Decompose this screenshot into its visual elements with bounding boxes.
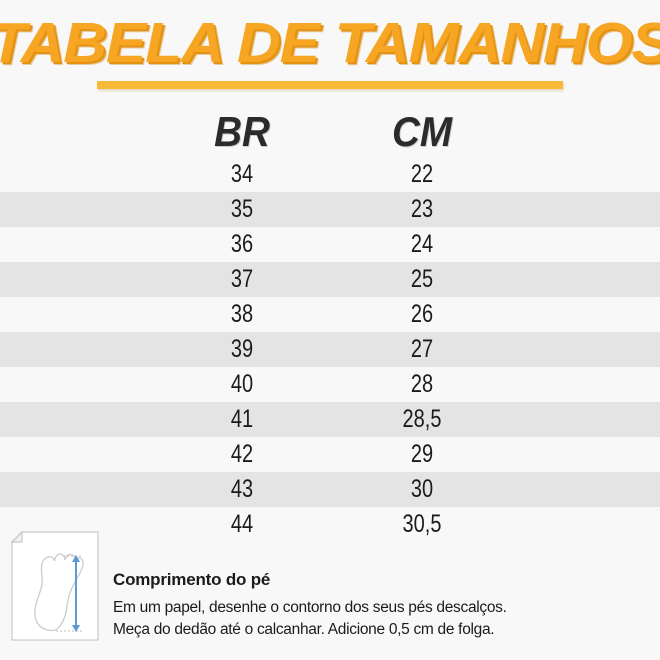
page-title: TABELA DE TAMANHOS (0, 11, 660, 75)
cell-br: 44 (230, 510, 254, 538)
title-underline-bar (97, 81, 563, 89)
cell-cm: 23 (410, 195, 434, 223)
table-row: 43 30 (0, 472, 660, 507)
column-header-cm: CM (391, 108, 453, 155)
cell-cm: 28 (410, 370, 434, 398)
table-row: 40 28 (0, 367, 660, 402)
cell-cm: 25 (410, 265, 434, 293)
cell-br: 36 (230, 230, 254, 258)
size-table: BR CM 34 22 35 23 36 24 37 25 38 26 39 2… (0, 100, 660, 542)
cell-br: 35 (230, 195, 254, 223)
cell-br: 34 (230, 160, 254, 188)
foot-outline-measure-icon (10, 530, 102, 642)
cell-br: 42 (230, 440, 254, 468)
cell-br: 43 (230, 475, 254, 503)
cell-br: 38 (230, 300, 254, 328)
footer-instructions: Comprimento do pé Em um papel, desenhe o… (113, 570, 653, 641)
title-section: TABELA DE TAMANHOS (0, 0, 660, 95)
cell-cm: 22 (410, 160, 434, 188)
table-row: 36 24 (0, 227, 660, 262)
cell-cm: 27 (410, 335, 434, 363)
cell-cm: 30 (410, 475, 434, 503)
column-header-br: BR (214, 108, 270, 155)
footer-heading: Comprimento do pé (113, 570, 271, 589)
cell-br: 37 (230, 265, 254, 293)
footer-line-1: Em um papel, desenhe o contorno dos seus… (113, 599, 507, 616)
cell-br: 40 (230, 370, 254, 398)
table-header-row: BR CM (0, 100, 660, 157)
cell-cm: 24 (410, 230, 434, 258)
cell-cm: 26 (410, 300, 434, 328)
cell-cm: 30,5 (402, 510, 442, 538)
table-row: 37 25 (0, 262, 660, 297)
table-row: 41 28,5 (0, 402, 660, 437)
table-row: 38 26 (0, 297, 660, 332)
cell-cm: 29 (410, 440, 434, 468)
cell-br: 39 (230, 335, 254, 363)
table-row: 35 23 (0, 192, 660, 227)
table-row: 44 30,5 (0, 507, 660, 542)
table-row: 42 29 (0, 437, 660, 472)
cell-br: 41 (230, 405, 254, 433)
table-row: 34 22 (0, 157, 660, 192)
footer-line-2: Meça do dedão até o calcanhar. Adicione … (113, 621, 495, 638)
table-row: 39 27 (0, 332, 660, 367)
cell-cm: 28,5 (402, 405, 442, 433)
